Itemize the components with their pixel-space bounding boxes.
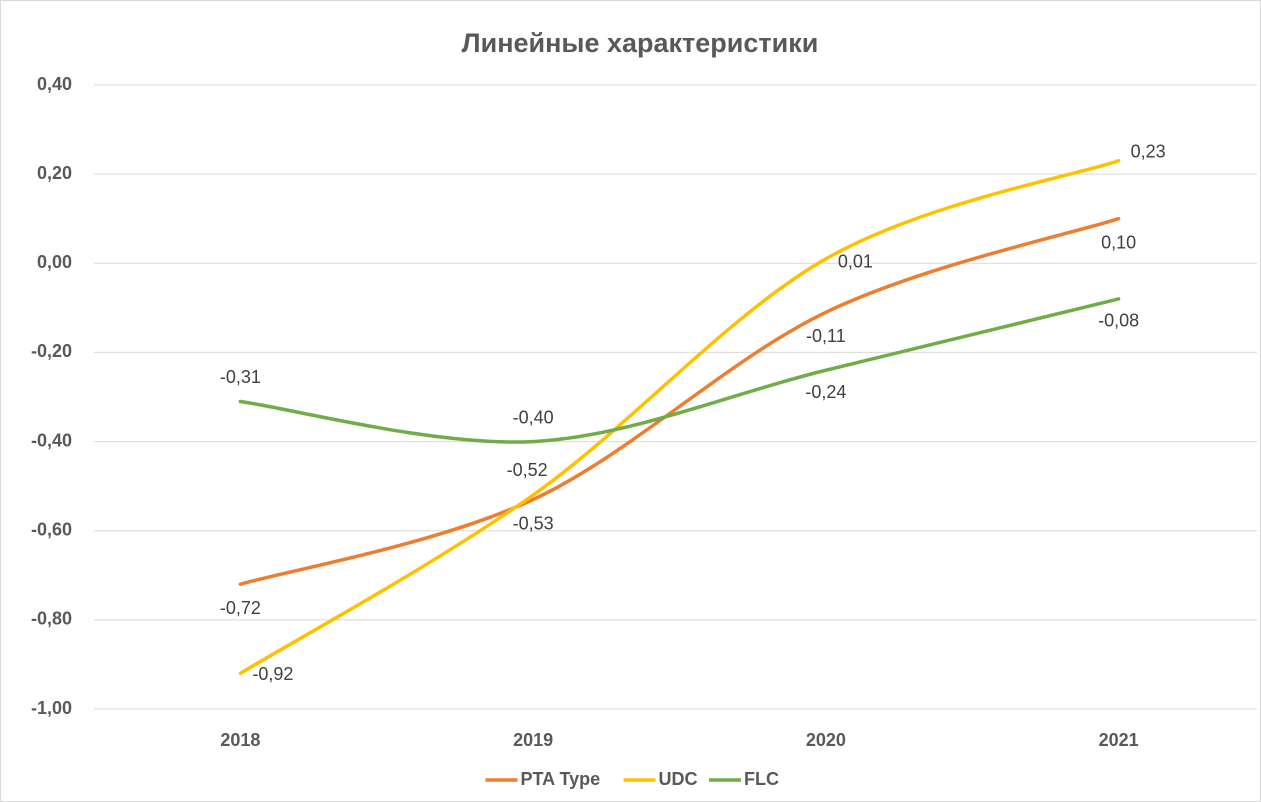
data-label: -0,40 [513,407,554,427]
legend-label: PTA Type [521,769,601,789]
data-label: -0,31 [220,367,261,387]
line [238,297,1121,444]
data-label: -0,92 [252,664,293,684]
y-tick-label: -1,00 [31,698,72,718]
data-label: 0,23 [1131,142,1166,162]
legend-label: FLC [744,769,779,789]
x-tick-label: 2021 [1099,730,1139,750]
x-tick-label: 2020 [806,730,846,750]
data-label: -0,52 [507,460,548,480]
y-tick-label: -0,60 [31,519,72,539]
data-label: 0,10 [1101,232,1136,252]
data-label: -0,53 [513,513,554,533]
data-label: -0,11 [806,326,846,346]
y-tick-label: 0,40 [37,74,72,94]
y-tick-label: -0,20 [31,341,72,361]
line [238,159,1121,676]
x-tick-label: 2018 [220,730,260,750]
x-tick-label: 2019 [513,730,553,750]
data-label: -0,72 [220,598,261,618]
y-tick-label: -0,40 [31,430,72,450]
chart-title: Линейные характеристики [462,28,819,58]
data-label: 0,01 [838,252,873,272]
line [238,216,1121,586]
y-tick-label: 0,20 [37,163,72,183]
y-tick-label: 0,00 [37,252,72,272]
data-label: -0,08 [1098,311,1139,331]
legend-label: UDC [659,769,698,789]
y-tick-label: -0,80 [31,609,72,629]
data-label: -0,24 [805,382,846,402]
